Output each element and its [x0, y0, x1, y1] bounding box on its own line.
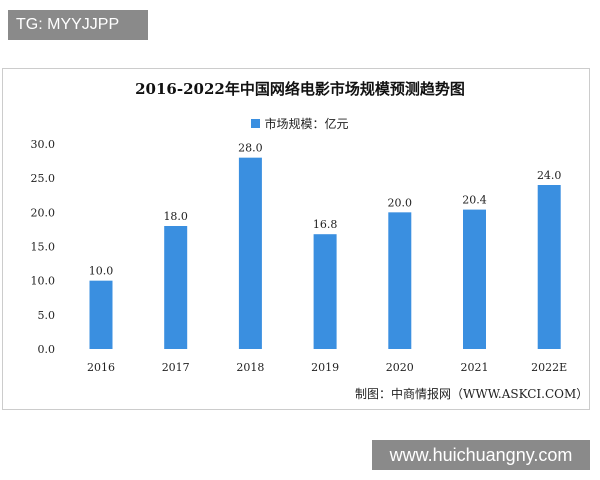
data-label: 24.0 — [537, 169, 562, 182]
y-tick-label: 0.0 — [38, 343, 56, 356]
x-tick-label: 2022E — [531, 361, 567, 374]
bar — [388, 212, 412, 349]
source-note: 制图：中商情报网（WWW.ASKCI.COM） — [355, 387, 589, 401]
legend: 市场规模：亿元 — [0, 115, 600, 132]
x-tick-label: 2020 — [386, 361, 414, 374]
watermark-bottom: www.huichuangny.com — [372, 440, 590, 470]
x-tick-label: 2017 — [162, 361, 190, 374]
legend-swatch — [251, 119, 261, 128]
bar — [537, 185, 561, 349]
y-tick-label: 5.0 — [38, 309, 56, 322]
data-label: 20.4 — [462, 194, 487, 207]
x-tick-label: 2019 — [311, 361, 339, 374]
y-tick-label: 10.0 — [31, 275, 56, 288]
watermark-top: TG: MYYJJPP — [8, 10, 148, 40]
data-label: 10.0 — [89, 265, 114, 278]
bar — [463, 209, 486, 349]
chart-frame — [2, 68, 590, 410]
bar — [164, 226, 188, 349]
data-label: 20.0 — [388, 196, 413, 209]
y-tick-label: 30.0 — [31, 138, 56, 151]
chart-title: 2016-2022年中国网络电影市场规模预测趋势图 — [135, 80, 465, 98]
x-tick-label: 2021 — [461, 361, 489, 374]
data-label: 18.0 — [163, 210, 188, 223]
x-tick-label: 2016 — [87, 361, 115, 374]
bar — [238, 157, 262, 349]
y-tick-label: 15.0 — [31, 241, 56, 254]
data-label: 28.0 — [238, 142, 263, 155]
y-tick-label: 25.0 — [31, 172, 56, 185]
bar — [89, 280, 113, 349]
x-tick-label: 2018 — [236, 361, 264, 374]
y-tick-label: 20.0 — [31, 206, 56, 219]
legend-label: 市场规模：亿元 — [264, 117, 349, 131]
bar — [313, 234, 337, 349]
data-label: 16.8 — [313, 218, 338, 231]
